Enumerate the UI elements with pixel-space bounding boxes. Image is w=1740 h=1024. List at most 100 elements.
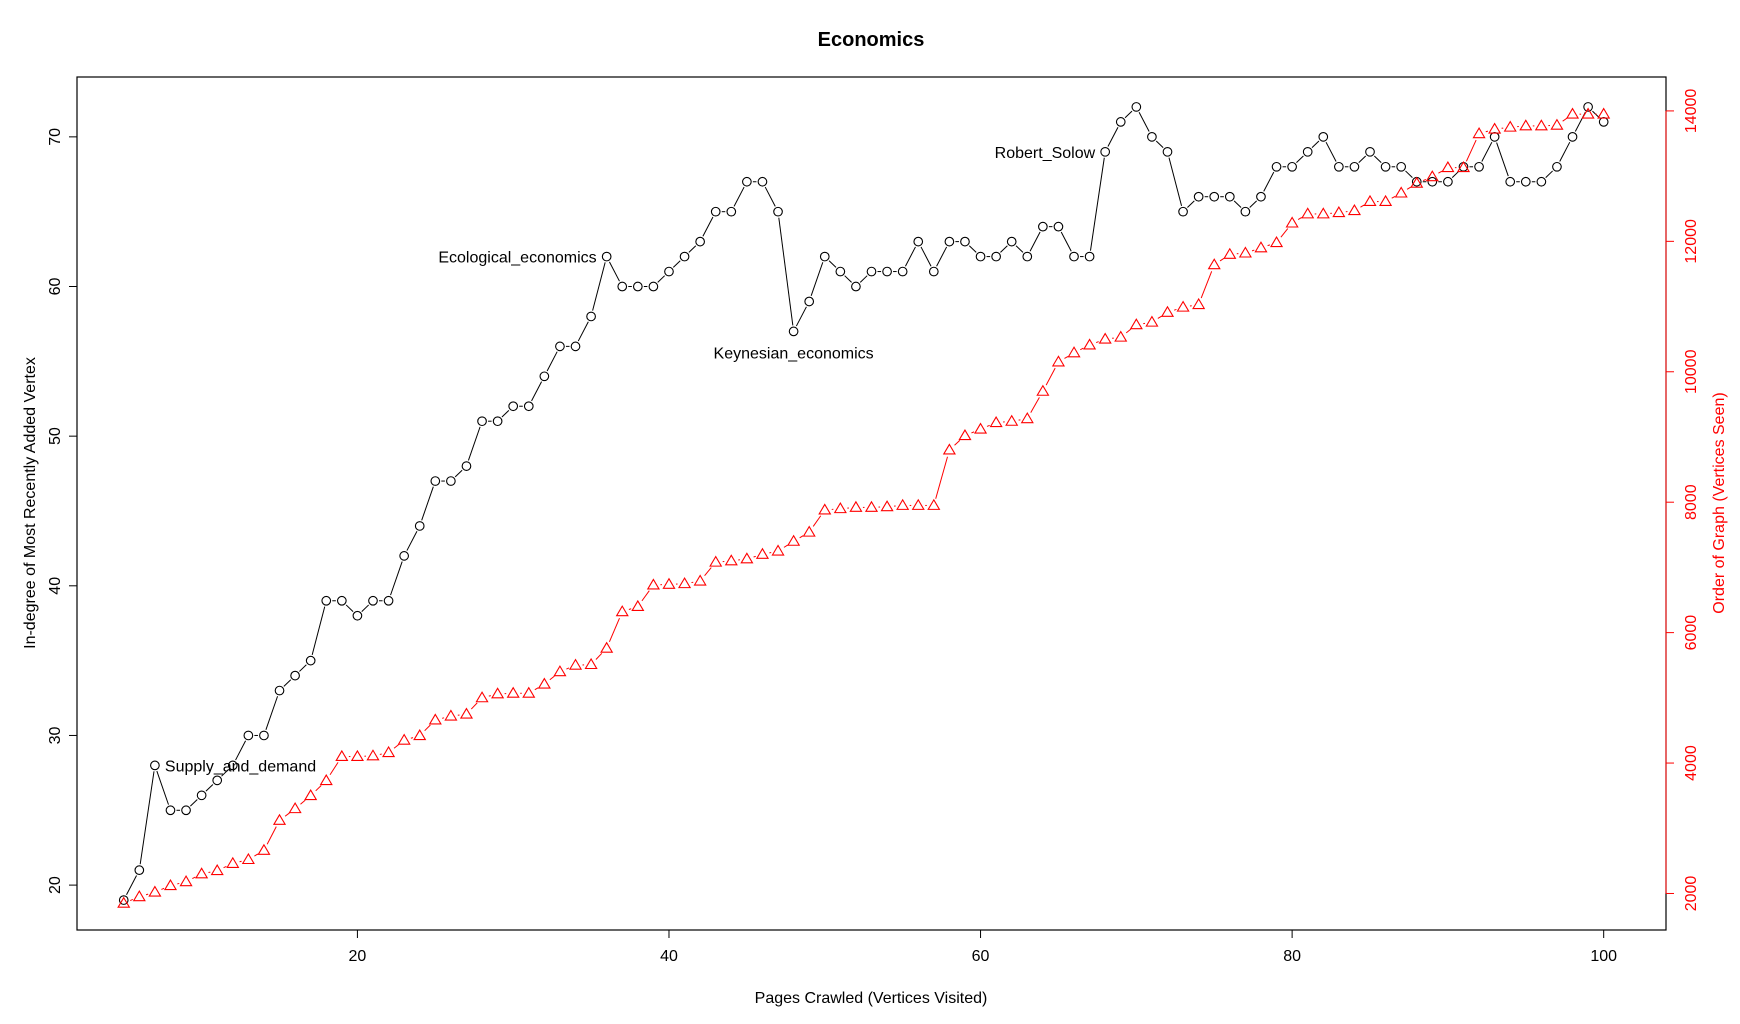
data-point-triangle [1332,205,1346,218]
data-point-circle [913,236,924,247]
data-point-triangle [163,878,178,891]
data-point-circle [383,595,394,606]
data-point-triangle [709,555,723,567]
data-point-triangle [1441,160,1455,173]
data-point-circle [1069,251,1079,262]
data-point-circle [1256,191,1266,202]
x-tick-label: 20 [349,948,367,965]
data-point-triangle [1597,107,1611,119]
series-segment [1406,186,1412,190]
series-segment [1029,231,1041,252]
series-segment [190,799,198,807]
series-segment [657,275,665,283]
data-point-circle [290,670,300,681]
data-point-triangle [584,657,598,670]
data-point-triangle [428,713,442,725]
data-point-triangle [631,599,645,612]
series-segment [156,770,169,805]
data-point-circle [975,251,986,262]
series-segment [935,456,948,499]
data-point-circle [835,266,846,277]
data-point-circle [539,371,550,382]
series-segment [1545,170,1553,178]
data-point-circle [1178,206,1188,217]
series-segment [192,876,196,880]
data-point-circle [617,281,628,292]
series-segment [454,469,463,478]
data-point-triangle [1238,246,1252,258]
data-point-circle [1193,191,1204,202]
series-segment [812,515,822,527]
data-point-circle [368,595,378,606]
data-point-triangle [1145,315,1159,327]
y-right-axis-label: Order of Graph (Vertices Seen) [1711,392,1728,613]
data-point-circle [305,655,316,666]
data-point-circle [1115,117,1126,127]
series-right-order [117,107,1611,908]
data-point-triangle [1192,297,1206,310]
data-point-triangle [304,788,318,801]
x-axis-label: Pages Crawled (Vertices Visited) [755,990,988,1007]
data-point-triangle [491,687,505,699]
series-segment [986,424,990,427]
series-segment [1173,308,1177,311]
data-point-triangle [226,856,240,868]
data-point-circle [1100,146,1111,157]
data-point-circle [819,251,830,262]
series-segment [1423,179,1427,182]
data-point-circle [259,730,269,741]
data-point-triangle [942,443,956,455]
y-left-tick-label: 40 [47,577,64,595]
series-segment [1311,140,1320,149]
data-point-triangle [958,428,972,441]
series-segment [764,186,776,207]
data-point-triangle [522,686,536,698]
data-point-circle [492,416,503,427]
data-point-triangle [1301,207,1315,219]
data-point-triangle [802,525,816,537]
series-segment [1157,315,1162,319]
data-point-triangle [1565,107,1580,119]
data-point-circle [150,760,160,771]
data-point-circle [664,266,674,277]
series-segment [531,381,543,402]
series-segment [1358,155,1367,163]
data-point-triangle [1254,241,1268,253]
data-point-circle [1520,176,1531,187]
annotation-label: Ecological_economics [438,250,596,267]
data-point-triangle [880,500,894,512]
data-point-circle [773,206,783,217]
data-point-circle [679,251,690,262]
data-point-triangle [864,500,879,512]
series-segment [702,216,714,237]
y-right-tick-label: 10000 [1683,349,1700,394]
data-point-triangle [1456,160,1471,173]
series-segment [920,246,932,267]
data-point-triangle [148,885,162,897]
data-point-circle [165,805,176,816]
data-point-triangle [1425,170,1439,182]
y-right-tick-label: 8000 [1683,484,1700,520]
series-segment [549,675,555,681]
series-segment [1089,157,1105,251]
series-segment [936,246,948,267]
data-point-triangle [1285,216,1299,228]
data-point-circle [181,805,191,816]
data-point-triangle [319,773,333,786]
series-segment [406,531,418,551]
data-point-circle [508,401,519,412]
data-point-triangle [833,502,847,514]
data-point-triangle [1223,247,1237,259]
series-segment [753,555,756,558]
series-segment [1373,155,1382,163]
y-left-axis-label: In-degree of Most Recently Added Vertex [22,357,39,649]
annotation-label: Supply_and_demand [165,758,316,775]
series-segment [300,799,306,805]
y-right-tick-label: 6000 [1683,615,1700,651]
data-point-circle [1038,221,1048,232]
data-point-triangle [1347,204,1361,216]
data-point-circle [1224,191,1235,202]
data-point-triangle [475,691,489,703]
data-point-triangle [506,686,520,698]
series-segment [254,853,259,857]
